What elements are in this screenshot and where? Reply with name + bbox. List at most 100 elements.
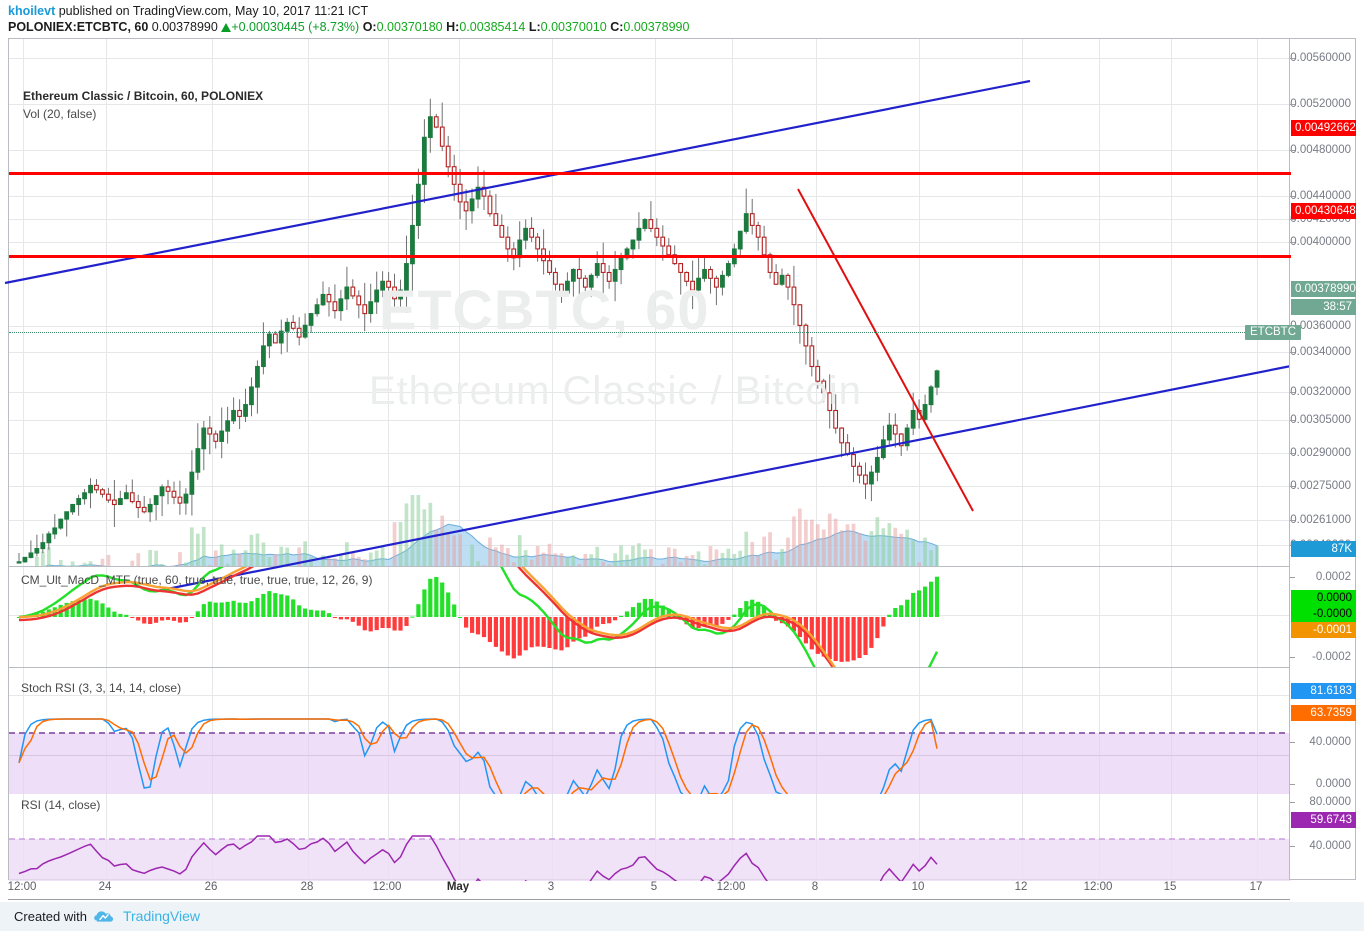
time-label-8: 12:00 [716, 881, 746, 893]
time-label-14: 17 [1249, 881, 1263, 893]
gridline-v-12 [1099, 39, 1100, 879]
resistance-line[interactable] [9, 172, 1291, 175]
price-tick-12-dash [1290, 520, 1295, 521]
price-tick-2-dash [1290, 150, 1295, 151]
stoch-legend[interactable]: Stoch RSI (3, 3, 14, 14, close) [21, 681, 182, 695]
trendlines [4, 79, 1292, 593]
gridline-v-13 [1171, 39, 1172, 879]
open-label: O: [362, 20, 377, 34]
stoch-tick-0: 40.0000 [1309, 736, 1351, 748]
chart-plot-area[interactable]: ETCBTC, 60 Ethereum Classic / Bitcoin [4, 38, 1301, 881]
gridline-v-9 [816, 39, 817, 879]
gridline-v-14 [1257, 39, 1258, 879]
chart-drawing-layer [4, 79, 1292, 881]
time-label-10: 10 [911, 881, 925, 893]
symbol-label[interactable]: POLONIEX:ETCBTC, 60 [8, 20, 149, 34]
macd-legend[interactable]: CM_Ult_MacD_MTF (true, 60, true, true, t… [21, 573, 373, 587]
price-axis[interactable]: 0.00560000 0.00520000 0.00480000 0.00440000… [1289, 38, 1356, 880]
price-tick-3-dash [1290, 196, 1295, 197]
volume-legend[interactable]: Vol (20, false) [23, 107, 97, 121]
price-tick-3: 0.00440000 [1290, 190, 1351, 202]
time-label-11: 12 [1014, 881, 1028, 893]
gridline-h-3 [9, 196, 1291, 197]
macd-value-tag-1: -0.0000 [1291, 606, 1356, 622]
gridline-v-5 [459, 39, 460, 879]
gridline-h-6 [9, 326, 1291, 327]
chart-frame[interactable]: ETCBTC, 60 Ethereum Classic / Bitcoin [4, 38, 1356, 881]
time-axis-line [8, 899, 1290, 900]
author-name[interactable]: khoilevt [8, 4, 56, 18]
gridline-v-11 [1022, 39, 1023, 879]
watermark-symbol: ETCBTC, 60 [379, 278, 710, 341]
price-tick-1: 0.00520000 [1290, 98, 1351, 110]
price-tick-10: 0.00290000 [1290, 447, 1351, 459]
gridline-v-8 [732, 39, 733, 879]
price-tick-9: 0.00305000 [1290, 414, 1351, 426]
price-tick-4-dash [1290, 219, 1295, 220]
gridline-v-7 [655, 39, 656, 879]
stoch-tick-0-dash [1290, 742, 1295, 743]
stoch-tick-1: 0.0000 [1315, 778, 1351, 790]
time-label-3: 28 [300, 881, 314, 893]
tradingview-link[interactable]: TradingView [122, 908, 201, 924]
footer-bar: Created with TradingView [0, 902, 1364, 931]
time-label-0: 12:00 [7, 881, 37, 893]
pane-separator-macd-top [9, 566, 1291, 567]
gridline-v-10 [919, 39, 920, 879]
rsi-value-tag-0: 59.6743 [1291, 812, 1356, 828]
gridline-v-0 [23, 39, 24, 879]
low-value: 0.00370010 [540, 20, 607, 34]
macd-value-tag-0: 0.0000 [1291, 590, 1356, 606]
macd-tick-0: 0.0002 [1315, 571, 1351, 583]
uptrend-line-upper [4, 79, 1031, 285]
close-value: 0.00378990 [623, 20, 690, 34]
price-tick-7-dash [1290, 352, 1295, 353]
rsi-tick-1-dash [1290, 846, 1295, 847]
price-tick-7: 0.00340000 [1290, 346, 1351, 358]
chart-header: khoilevt published on TradingView.com, M… [0, 0, 1364, 36]
publish-text: published on TradingView.com, May 10, 20… [58, 4, 369, 18]
gridline-h-8 [9, 392, 1291, 393]
price-tick-10-dash [1290, 453, 1295, 454]
close-label: C: [610, 20, 624, 34]
macd-value-tag-2: -0.0001 [1291, 622, 1356, 638]
gridline-h-12 [9, 520, 1291, 521]
price-pane-legend-title[interactable]: Ethereum Classic / Bitcoin, 60, POLONIEX [23, 89, 264, 103]
pane-separator-macd [9, 667, 1291, 668]
publish-info: khoilevt published on TradingView.com, M… [8, 4, 368, 18]
stoch-value-tag-1: 63.7359 [1291, 705, 1356, 721]
price-tick-5-dash [1290, 242, 1295, 243]
price-tick-2: 0.00480000 [1290, 144, 1351, 156]
gridline-v-1 [106, 39, 107, 879]
time-label-2: 26 [204, 881, 218, 893]
gridline-h-10 [9, 453, 1291, 454]
countdown-tag: 38:57 [1291, 299, 1356, 315]
last-price: 0.00378990 [151, 20, 218, 34]
gridline-h-11 [9, 486, 1291, 487]
high-value: 0.00385414 [459, 20, 526, 34]
price-tick-5: 0.00400000 [1290, 236, 1351, 248]
symbol-price-tag: ETCBTC [1245, 325, 1301, 340]
rsi-legend[interactable]: RSI (14, close) [21, 798, 101, 812]
gridline-macd-1 [9, 695, 1291, 696]
price-tick-11-dash [1290, 486, 1295, 487]
triangle-up-icon [221, 23, 232, 32]
price-tick-0-dash [1290, 58, 1295, 59]
macd-tick-1: -0.0002 [1311, 651, 1351, 663]
support-line[interactable] [9, 255, 1291, 258]
price-level-tag-1: 0.00430648 [1291, 203, 1356, 219]
time-label-9: 8 [811, 881, 819, 893]
gridline-h-5 [9, 242, 1291, 243]
time-axis[interactable]: 12:00 24 26 28 12:00 May 3 5 12:00 8 10 12 12:00 15 17 [8, 880, 1356, 902]
watermark-description: Ethereum Classic / Bitcoin [369, 369, 862, 413]
gridline-v-2 [212, 39, 213, 879]
time-label-12: 12:00 [1083, 881, 1113, 893]
gridline-v-4 [388, 39, 389, 879]
downtrend-line [797, 188, 974, 512]
gridline-h-2 [9, 150, 1291, 151]
price-tick-11: 0.00275000 [1290, 480, 1351, 492]
rsi-tick-0-dash [1290, 802, 1295, 803]
time-label-4: 12:00 [372, 881, 402, 893]
time-label-7: 5 [650, 881, 658, 893]
